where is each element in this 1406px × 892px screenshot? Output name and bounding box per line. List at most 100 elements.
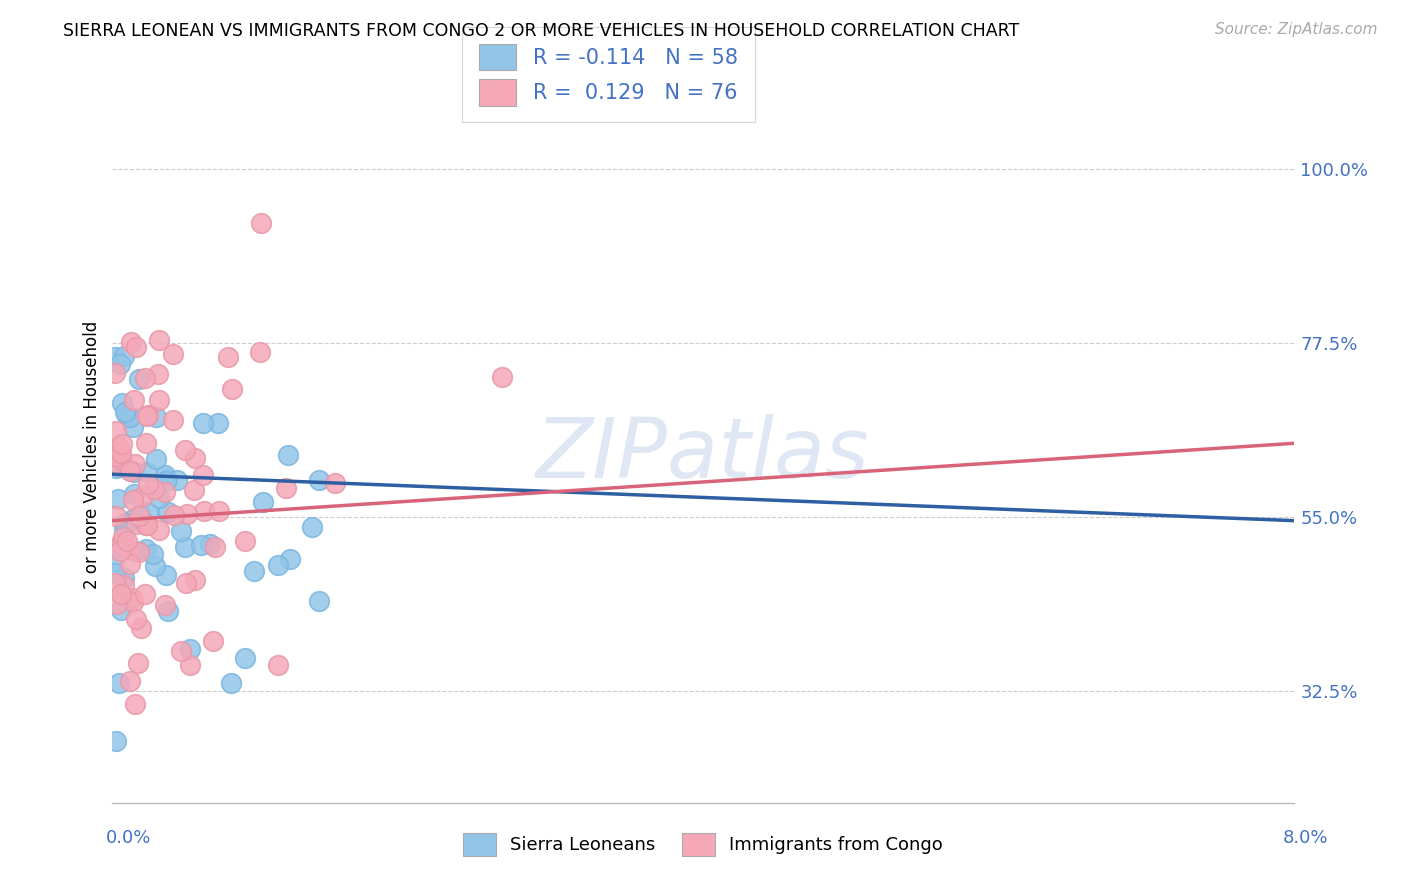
Point xyxy=(148,393,170,408)
Point xyxy=(125,340,148,354)
Point xyxy=(103,566,125,581)
Point xyxy=(155,567,177,582)
Point xyxy=(193,416,215,430)
Point xyxy=(155,467,177,482)
Point xyxy=(121,591,143,606)
Text: 8.0%: 8.0% xyxy=(1284,829,1329,847)
Point xyxy=(129,621,152,635)
Point xyxy=(219,675,242,690)
Point xyxy=(249,344,271,359)
Point xyxy=(145,409,167,424)
Point xyxy=(114,460,136,475)
Point xyxy=(121,512,143,526)
Point xyxy=(136,409,159,423)
Point xyxy=(156,472,179,486)
Point xyxy=(308,473,330,487)
Point xyxy=(105,460,128,475)
Point xyxy=(120,557,142,571)
Point xyxy=(191,468,214,483)
Point xyxy=(179,642,201,657)
Point xyxy=(128,545,150,559)
Point xyxy=(277,448,299,462)
Point xyxy=(131,489,153,503)
Point xyxy=(301,520,323,534)
Point xyxy=(118,541,141,556)
Point xyxy=(148,491,170,505)
Point xyxy=(128,371,150,385)
Point xyxy=(125,516,148,531)
Point xyxy=(120,334,142,349)
Point xyxy=(110,587,132,601)
Point xyxy=(112,350,135,364)
Point xyxy=(111,536,134,550)
Point xyxy=(118,464,141,478)
Point xyxy=(135,435,157,450)
Point xyxy=(104,449,127,463)
Point xyxy=(276,481,298,495)
Point xyxy=(103,554,125,568)
Point xyxy=(179,658,201,673)
Text: 0.0%: 0.0% xyxy=(105,829,150,847)
Point xyxy=(105,597,128,611)
Point xyxy=(135,541,157,556)
Point xyxy=(148,523,170,537)
Point xyxy=(201,633,224,648)
Point xyxy=(124,697,146,711)
Point xyxy=(122,465,145,479)
Point xyxy=(136,477,159,491)
Point xyxy=(157,604,180,618)
Point xyxy=(143,482,166,496)
Point xyxy=(135,465,157,479)
Point xyxy=(156,505,179,519)
Point xyxy=(162,347,184,361)
Point xyxy=(124,457,146,471)
Point xyxy=(217,350,239,364)
Point xyxy=(120,673,142,688)
Point xyxy=(162,412,184,426)
Point xyxy=(184,450,207,465)
Text: SIERRA LEONEAN VS IMMIGRANTS FROM CONGO 2 OR MORE VEHICLES IN HOUSEHOLD CORRELAT: SIERRA LEONEAN VS IMMIGRANTS FROM CONGO … xyxy=(63,22,1019,40)
Point xyxy=(111,437,134,451)
Point xyxy=(173,442,195,457)
Point xyxy=(110,603,132,617)
Text: ZIPatlas: ZIPatlas xyxy=(536,415,870,495)
Point xyxy=(162,508,184,523)
Point xyxy=(235,650,257,665)
Point xyxy=(267,657,290,672)
Point xyxy=(153,485,176,500)
Point xyxy=(114,404,136,418)
Point xyxy=(325,475,347,490)
Point xyxy=(198,537,221,551)
Point xyxy=(136,517,159,532)
Point xyxy=(166,473,188,487)
Point xyxy=(108,440,131,454)
Point xyxy=(183,573,205,587)
Point xyxy=(111,396,134,410)
Point xyxy=(143,558,166,573)
Point xyxy=(142,547,165,561)
Point xyxy=(183,483,205,497)
Point xyxy=(252,495,274,509)
Point xyxy=(169,524,191,539)
Point xyxy=(127,656,149,670)
Point xyxy=(208,504,231,518)
Point xyxy=(104,351,127,365)
Point xyxy=(174,576,197,591)
Point xyxy=(107,492,129,507)
Point xyxy=(120,410,142,425)
Point xyxy=(491,370,513,384)
Point xyxy=(169,644,191,658)
Point xyxy=(108,543,131,558)
Text: Source: ZipAtlas.com: Source: ZipAtlas.com xyxy=(1215,22,1378,37)
Point xyxy=(124,393,146,408)
Point xyxy=(308,594,330,608)
Point xyxy=(207,416,229,430)
Point xyxy=(129,508,152,522)
Point xyxy=(243,564,266,578)
Point xyxy=(122,420,145,434)
Point xyxy=(122,487,145,501)
Point xyxy=(114,522,136,536)
Y-axis label: 2 or more Vehicles in Household: 2 or more Vehicles in Household xyxy=(83,321,101,589)
Point xyxy=(104,424,127,438)
Point xyxy=(114,516,136,530)
